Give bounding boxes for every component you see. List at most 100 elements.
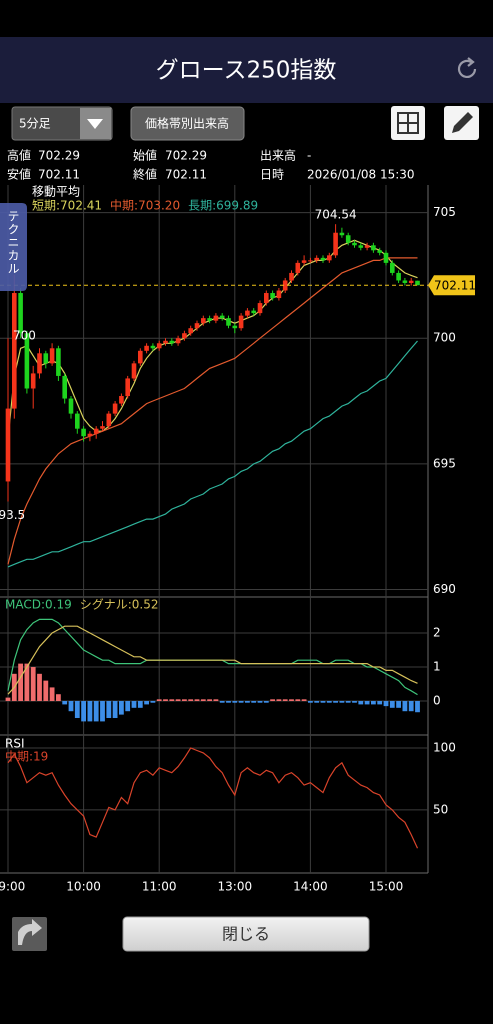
high-annotation: 700 [13, 329, 36, 343]
close-button[interactable]: 閉じる [122, 916, 370, 952]
quote-value: 702.29 [38, 149, 80, 163]
volume-profile-label: 価格帯別出来高 [145, 116, 229, 131]
candle-body [49, 348, 55, 364]
candle-body [24, 333, 30, 389]
candle-body [156, 343, 162, 349]
candle-body [62, 375, 67, 399]
histogram-bar [263, 701, 269, 703]
candle-body [182, 333, 187, 339]
histogram-bar [238, 701, 244, 703]
histogram-bar [106, 701, 112, 719]
y-tick-label: 690 [433, 582, 456, 596]
x-tick-label: 13:00 [218, 880, 253, 894]
close-button-label: 閉じる [222, 925, 270, 944]
candle-body [119, 396, 124, 404]
refresh-button[interactable] [457, 57, 477, 78]
histogram-bar [213, 699, 219, 702]
y-tick-label: 705 [433, 205, 456, 219]
candle-body [270, 293, 275, 299]
y-tick-label: 50 [433, 802, 448, 816]
histogram-bar [131, 701, 137, 708]
chart-frame [0, 185, 429, 874]
histogram-bar [245, 701, 250, 703]
histogram-bar [345, 701, 351, 703]
chart: 09:00 10:00 11:00 13:00 14:00 15:00 690 695 700 7… [0, 185, 476, 894]
histogram-bar [182, 699, 187, 702]
indicator-line [7, 618, 418, 696]
histogram-bar [24, 663, 30, 702]
quote-panel: 高値 702.29 始値 702.29 出来高 - 安値 702.11 終値 702.11 日時 20… [7, 148, 415, 182]
x-tick-label: 15:00 [369, 880, 404, 894]
histogram-bar [326, 701, 332, 703]
y-tick-label: 2 [433, 626, 441, 640]
candle-body [93, 428, 99, 434]
candle-body [295, 262, 301, 273]
histogram-bar [226, 701, 231, 703]
histogram-bar [68, 701, 74, 712]
histogram-bar [112, 701, 118, 719]
candle-body [371, 245, 376, 251]
indicator-line [7, 625, 418, 695]
candle-body [345, 235, 351, 243]
histogram-bar [125, 701, 131, 712]
legend-entry: シグナル:0.52 [80, 598, 159, 612]
candle-body [87, 433, 93, 437]
histogram-bar [282, 699, 288, 702]
histogram-bar [402, 701, 408, 712]
candle-body [238, 315, 244, 329]
candle-body [81, 428, 86, 437]
histogram-bar [150, 701, 156, 703]
legend-title: 移動平均 [32, 185, 80, 199]
quote-label: 安値 [7, 167, 31, 182]
candle-body [232, 325, 238, 329]
histogram-bar [301, 699, 307, 702]
candle-body [163, 340, 168, 344]
technical-tab[interactable]: テクニカル [0, 203, 27, 291]
moving-average-line [7, 340, 418, 568]
histogram-bar [163, 699, 168, 702]
histogram-bar [251, 701, 257, 703]
screen-title: グロース250指数 [156, 58, 337, 84]
histogram-bar [232, 701, 238, 703]
timeframe-dropdown[interactable]: 5分足 [11, 106, 113, 141]
legend-entry: 長期:699.89 [188, 199, 258, 213]
x-tick-label: 10:00 [66, 880, 101, 894]
tab-label: テクニカル [6, 210, 20, 275]
draw-button[interactable] [444, 106, 479, 140]
candle-body [251, 310, 256, 314]
x-tick-label: 14:00 [293, 880, 328, 894]
candle-body [289, 272, 294, 281]
candle-body [301, 260, 307, 263]
candle-body [396, 272, 401, 281]
back-icon-button[interactable] [12, 917, 47, 951]
candle-body [194, 323, 200, 329]
histogram-bar [18, 663, 23, 702]
histogram-bar [333, 701, 338, 703]
candle-body [12, 293, 17, 409]
histogram-bar [270, 699, 275, 702]
x-tick-label: 09:00 [0, 880, 25, 894]
histogram-bar [408, 701, 414, 712]
candle-body [282, 280, 288, 291]
candle-body [402, 280, 408, 283]
layout-button[interactable] [391, 106, 425, 140]
current-price-label: 702.11 [434, 279, 476, 293]
volume-profile-button[interactable]: 価格帯別出来高 [130, 106, 245, 141]
quote-label: 高値 [7, 148, 31, 163]
quote-value: 702.11 [165, 168, 207, 182]
candle-body [43, 353, 49, 364]
candle-body [18, 293, 23, 334]
candle-body [175, 338, 181, 344]
quote-label: 出来高 [260, 149, 296, 163]
histogram-bar [156, 699, 162, 702]
histogram-bar [87, 701, 93, 722]
candle-body [339, 232, 345, 236]
candle-body [219, 315, 225, 319]
histogram-bar [207, 699, 212, 702]
y-tick-label: 0 [433, 694, 441, 708]
histogram-bar [383, 701, 389, 707]
legend-entry: 中期:703.20 [110, 198, 180, 213]
histogram-bar [56, 694, 61, 702]
histogram-bar [137, 701, 143, 708]
